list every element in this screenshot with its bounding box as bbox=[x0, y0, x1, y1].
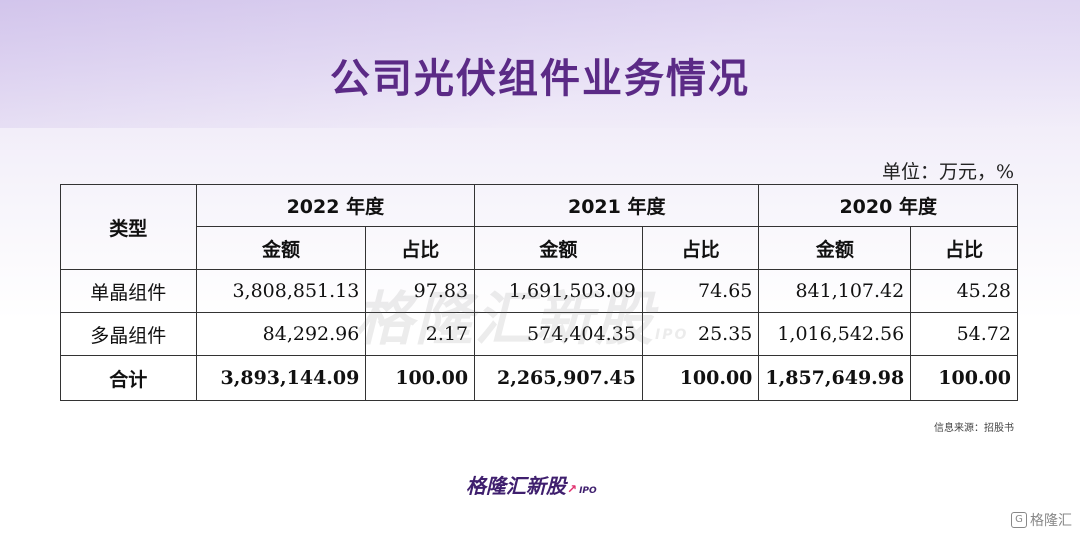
total-amount-cell: 1,857,649.98 bbox=[758, 355, 912, 401]
amount-cell: 84,292.96 bbox=[195, 312, 367, 356]
amount-header: 金额 bbox=[758, 226, 912, 270]
year-header-2022: 2022 年度 bbox=[195, 184, 476, 227]
type-header: 类型 bbox=[60, 184, 197, 270]
table-row-poly: 多晶组件 84,292.96 2.17 574,404.35 25.35 1,0… bbox=[60, 312, 1018, 356]
arrow-up-icon: ↗ bbox=[567, 482, 578, 496]
share-header: 占比 bbox=[641, 226, 760, 270]
share-cell: 25.35 bbox=[641, 312, 760, 356]
row-label: 单晶组件 bbox=[60, 269, 197, 313]
unit-note: 单位：万元，% bbox=[881, 161, 1014, 183]
total-amount-cell: 2,265,907.45 bbox=[474, 355, 643, 401]
amount-header: 金额 bbox=[195, 226, 367, 270]
amount-cell: 3,808,851.13 bbox=[195, 269, 367, 313]
amount-cell: 574,404.35 bbox=[474, 312, 643, 356]
year-header-2020: 2020 年度 bbox=[758, 184, 1018, 227]
table-row-mono: 单晶组件 3,808,851.13 97.83 1,691,503.09 74.… bbox=[60, 269, 1018, 313]
share-cell: 2.17 bbox=[365, 312, 476, 356]
share-cell: 97.83 bbox=[365, 269, 476, 313]
header-row-metrics: 金额 占比 金额 占比 金额 占比 bbox=[61, 226, 1018, 270]
total-share-cell: 100.00 bbox=[365, 355, 476, 401]
share-cell: 45.28 bbox=[910, 269, 1018, 313]
amount-cell: 1,691,503.09 bbox=[474, 269, 643, 313]
brand-g-icon: G bbox=[1011, 512, 1027, 528]
share-header: 占比 bbox=[365, 226, 476, 270]
total-share-cell: 100.00 bbox=[910, 355, 1018, 401]
table-row-total: 合计 3,893,144.09 100.00 2,265,907.45 100.… bbox=[60, 355, 1018, 401]
amount-cell: 841,107.42 bbox=[758, 269, 912, 313]
source-note: 信息来源：招股书 bbox=[934, 423, 1014, 434]
total-amount-cell: 3,893,144.09 bbox=[195, 355, 367, 401]
corner-text: 格隆汇 bbox=[1030, 513, 1072, 529]
total-share-cell: 100.00 bbox=[641, 355, 760, 401]
header-row-years: 类型 2022 年度 2021 年度 2020 年度 bbox=[60, 184, 1018, 270]
amount-header: 金额 bbox=[474, 226, 643, 270]
row-label: 多晶组件 bbox=[60, 312, 197, 356]
share-cell: 54.72 bbox=[910, 312, 1018, 356]
page-title: 公司光伏组件业务情况 bbox=[330, 56, 750, 102]
total-label: 合计 bbox=[60, 355, 197, 401]
amount-cell: 1,016,542.56 bbox=[758, 312, 912, 356]
corner-watermark: G 格隆汇 bbox=[1011, 510, 1072, 530]
year-header-2021: 2021 年度 bbox=[474, 184, 760, 227]
logo-suffix: IPO bbox=[579, 486, 597, 496]
share-cell: 74.65 bbox=[641, 269, 760, 313]
logo-text: 格隆汇新股 bbox=[466, 474, 566, 498]
brand-logo: 格隆汇新股 ↗ IPO bbox=[466, 470, 597, 499]
share-header: 占比 bbox=[910, 226, 1018, 270]
header-band bbox=[0, 0, 1080, 128]
business-table: 类型 2022 年度 2021 年度 2020 年度 金额 占比 金额 占比 金… bbox=[60, 184, 1018, 401]
